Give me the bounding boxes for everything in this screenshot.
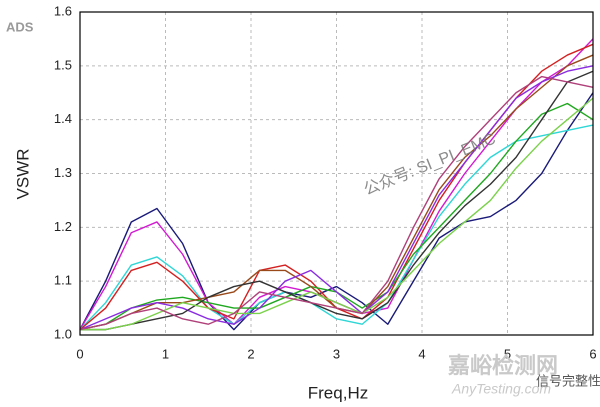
- watermark: 公众号: SI_PI_EMC: [361, 130, 498, 199]
- watermark: 嘉峪检测网: [448, 353, 558, 378]
- y-tick-label: 1.1: [54, 273, 72, 288]
- series-line: [80, 70, 594, 331]
- y-tick-label: 1.3: [54, 165, 72, 180]
- y-tick-label: 1.4: [54, 111, 72, 126]
- watermark: 信号完整性: [536, 373, 600, 388]
- x-tick-label: 3: [333, 346, 340, 361]
- x-tick-label: 0: [76, 346, 83, 361]
- x-tick-label: 5: [504, 346, 511, 361]
- x-tick-label: 1: [162, 346, 169, 361]
- ads-logo: ADS: [6, 19, 34, 34]
- y-tick-label: 1.6: [54, 3, 72, 18]
- series-line: [79, 92, 594, 331]
- series-line: [79, 75, 594, 331]
- plot-frame: [79, 11, 594, 336]
- series-line: [79, 124, 594, 331]
- x-tick-label: 2: [247, 346, 254, 361]
- x-tick-label: 4: [418, 346, 425, 361]
- x-tick-label: 6: [589, 346, 596, 361]
- watermark: AnyTesting.com: [451, 381, 551, 397]
- y-tick-label: 1.2: [54, 219, 72, 234]
- x-axis-label: Freq,Hz: [308, 383, 368, 402]
- y-tick-label: 1.5: [54, 57, 72, 72]
- series-line: [80, 97, 594, 331]
- series-line: [79, 65, 594, 331]
- y-tick-label: 1.0: [54, 326, 72, 341]
- y-axis-label: VSWR: [13, 149, 32, 200]
